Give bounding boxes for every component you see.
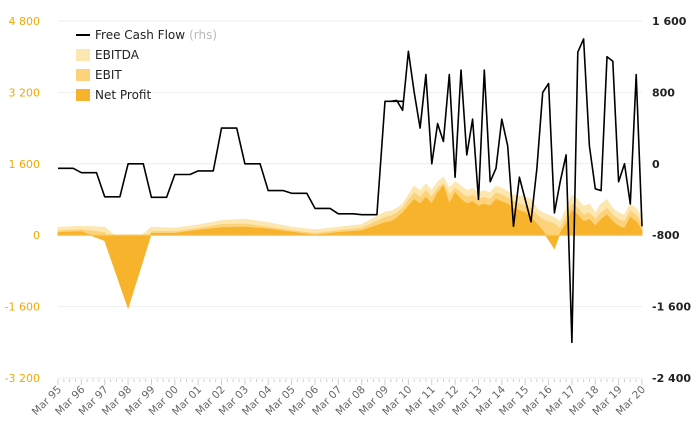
legend-item-ebitda: EBITDA	[76, 48, 140, 62]
legend-swatch	[76, 89, 90, 101]
legend: Free Cash Flow (rhs) EBITDA EBIT Net Profit	[76, 28, 217, 102]
legend-label: Free Cash Flow (rhs)	[95, 28, 217, 42]
right-tick-label: -800	[652, 229, 680, 242]
legend-label: EBITDA	[95, 48, 140, 62]
left-tick-label: 0	[33, 229, 40, 242]
left-tick-label: -1 600	[5, 301, 40, 314]
right-tick-label: 1 600	[652, 15, 687, 28]
legend-suffix: (rhs)	[189, 28, 217, 42]
legend-item-ebit: EBIT	[76, 68, 122, 82]
legend-swatch	[76, 69, 90, 81]
left-tick-label: 4 800	[9, 15, 41, 28]
right-axis: 1 600 800 0 -800 -1 600 -2 400	[652, 15, 691, 385]
net-profit-area	[57, 185, 643, 310]
legend-label: Net Profit	[95, 88, 151, 102]
right-tick-label: 0	[652, 158, 660, 171]
left-axis: 4 800 3 200 1 600 0 -1 600 -3 200	[5, 15, 40, 385]
fcf-line	[58, 38, 643, 344]
left-tick-label: 1 600	[9, 158, 41, 171]
legend-label: EBIT	[95, 68, 122, 82]
right-tick-label: 800	[652, 86, 675, 99]
right-tick-label: -2 400	[652, 372, 691, 385]
legend-item-net-profit: Net Profit	[76, 88, 151, 102]
areas	[57, 176, 643, 310]
right-tick-label: -1 600	[652, 301, 691, 314]
left-tick-label: 3 200	[9, 86, 41, 99]
legend-item-fcf: Free Cash Flow (rhs)	[76, 28, 217, 42]
left-tick-label: -3 200	[5, 372, 40, 385]
fcf-line-layer	[58, 38, 643, 344]
legend-swatch	[76, 49, 90, 61]
